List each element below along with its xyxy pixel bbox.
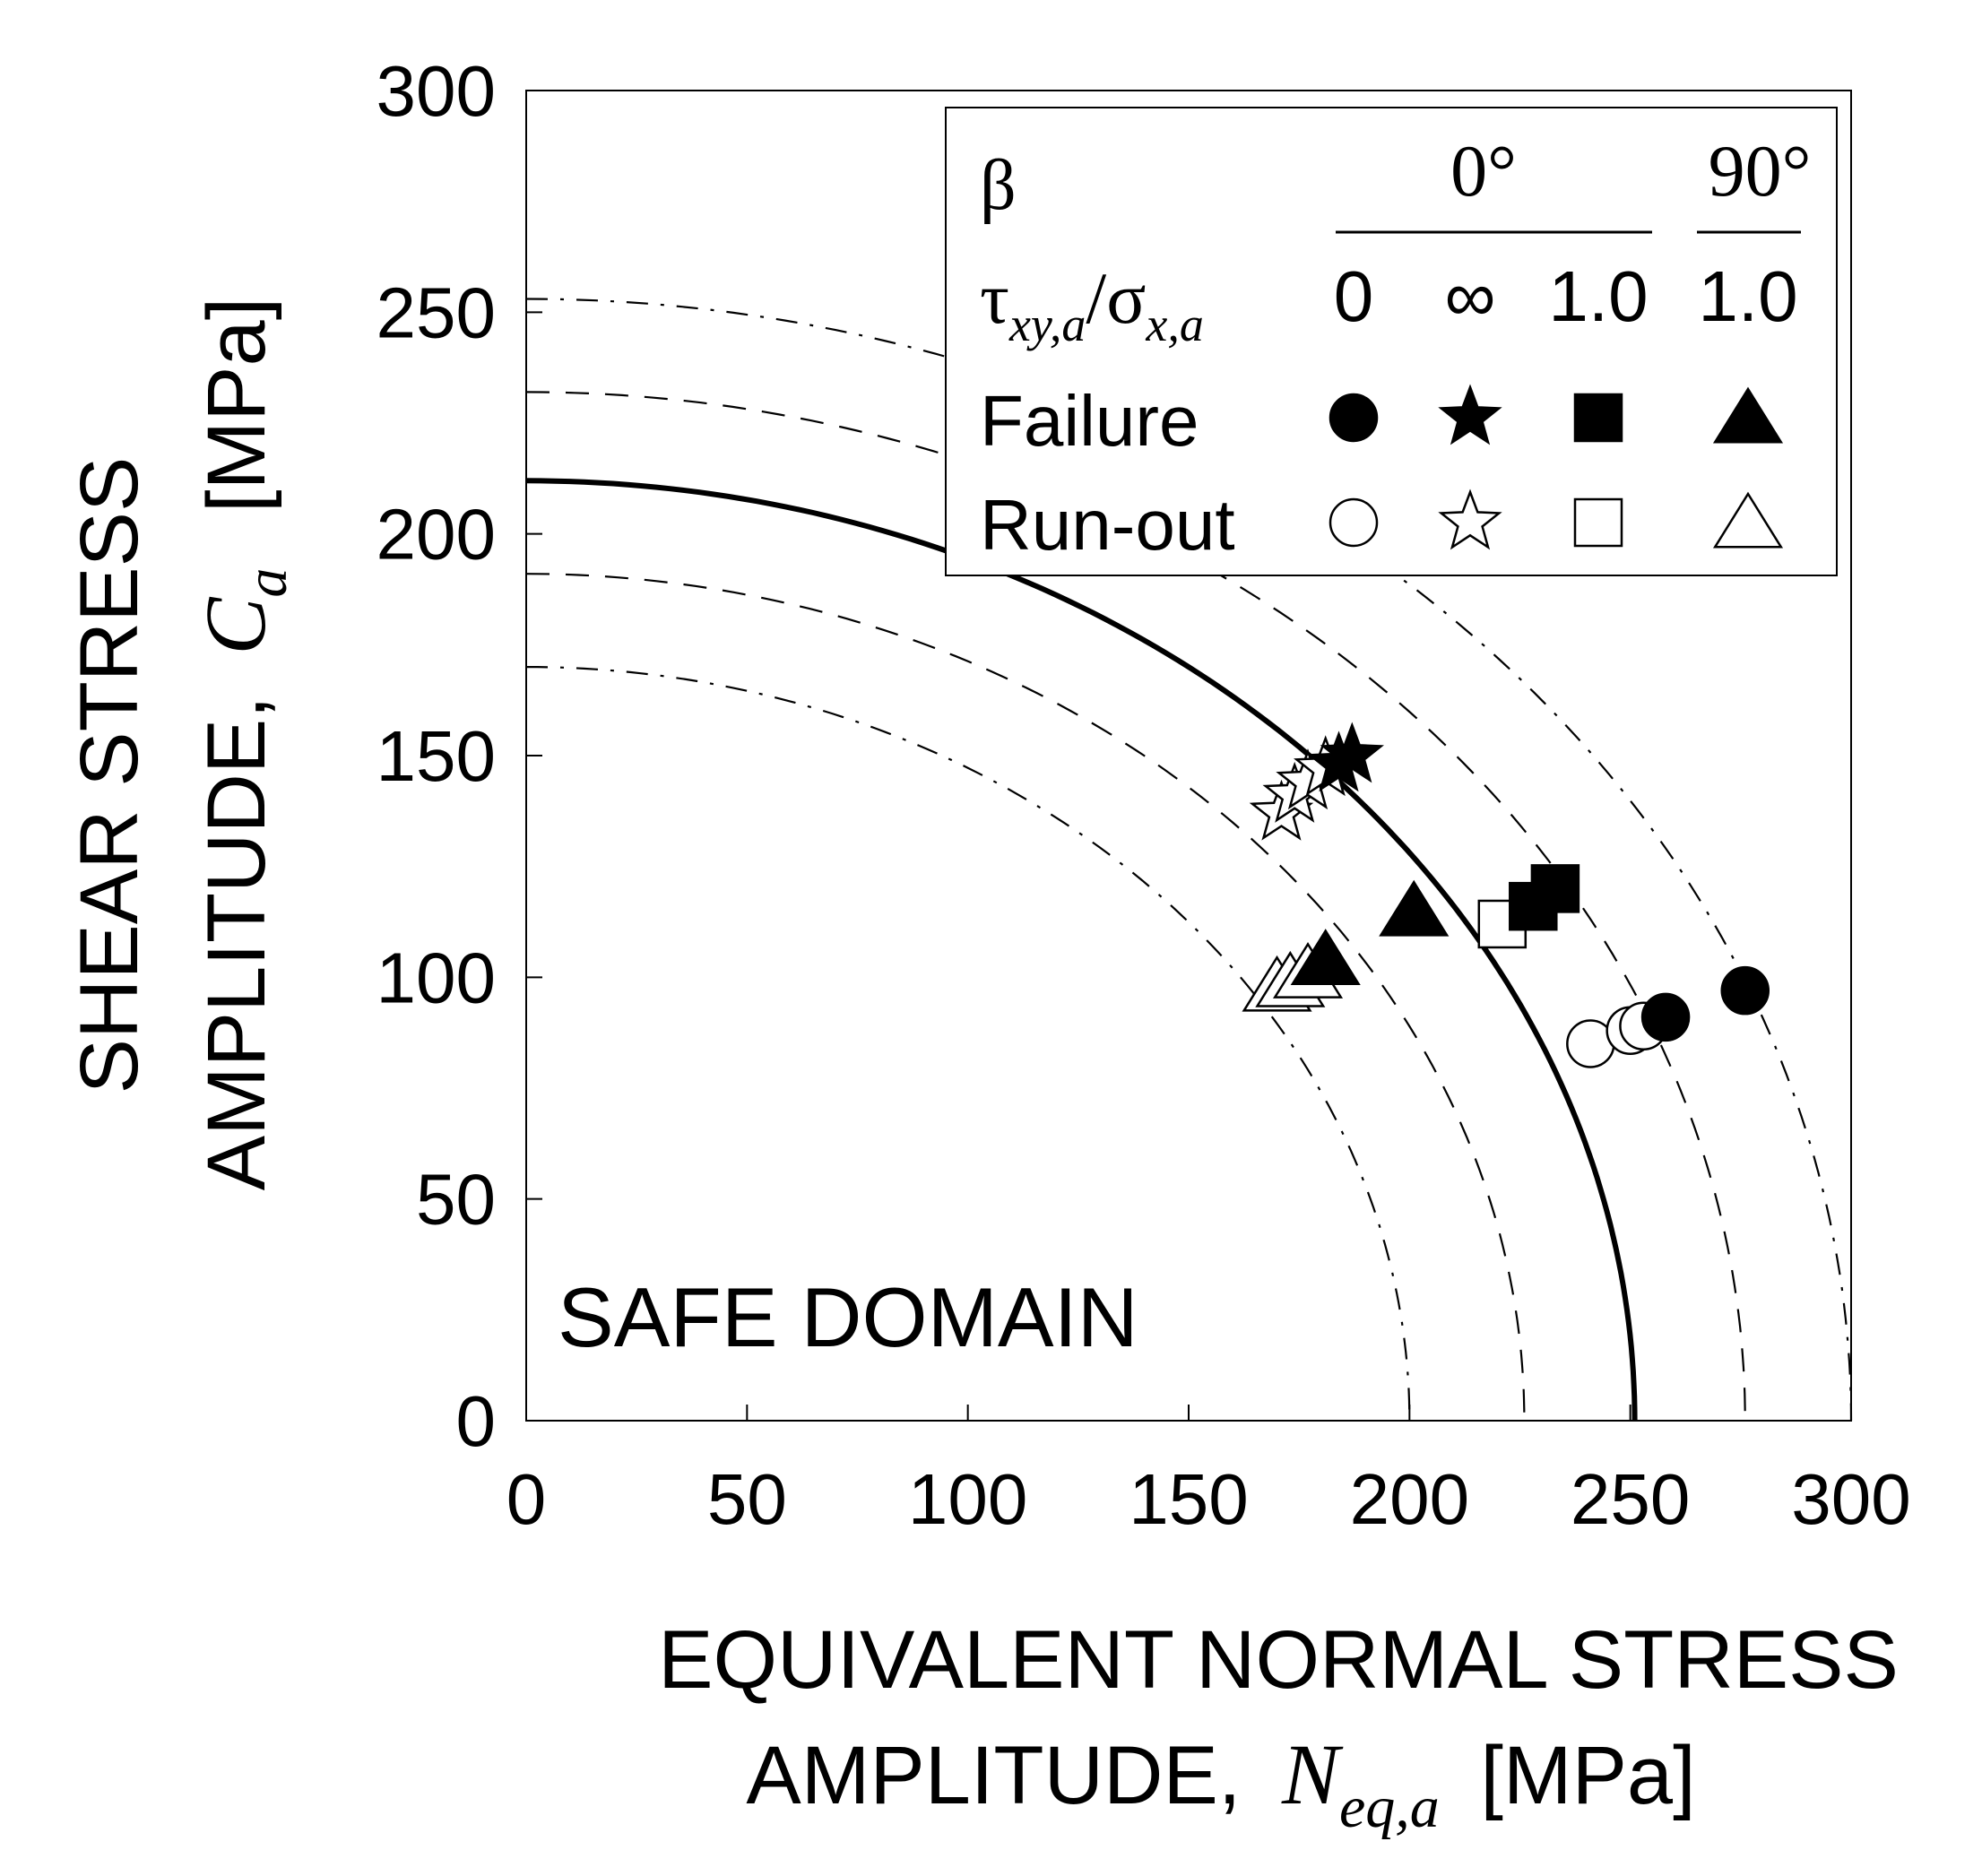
triangle-marker-open [1712, 491, 1784, 549]
x-tick-label: 250 [1571, 1459, 1690, 1539]
square-marker-open [1573, 497, 1623, 548]
star-marker-filled [1438, 384, 1502, 445]
limit-curve-dashed [525, 573, 1526, 1422]
circle-marker-filled [1329, 393, 1379, 443]
legend-markers [1329, 384, 1784, 550]
legend-ratio-values: 0 ∞ 1.0 1.0 [1334, 256, 1798, 336]
x-tick-label: 200 [1350, 1459, 1469, 1539]
x-tick-label: 300 [1791, 1459, 1910, 1539]
legend-beta-label: β [980, 146, 1017, 225]
star-marker-open [1438, 488, 1502, 550]
x-tick-label: 150 [1129, 1459, 1248, 1539]
triangle-marker-filled [1712, 386, 1784, 444]
y-axis-label-line1: SHEAR STRESS [64, 457, 155, 1094]
x-tick-label: 100 [908, 1459, 1027, 1539]
legend-ratio-value: 1.0 [1548, 256, 1648, 336]
triangle-marker-filled [1290, 929, 1361, 985]
circle-marker-filled [1720, 965, 1770, 1016]
star-marker-filled [1306, 731, 1372, 792]
y-tick-label: 250 [376, 272, 496, 352]
x-tick-label: 0 [506, 1459, 547, 1539]
y-tick-label: 50 [416, 1160, 496, 1240]
y-tick-label: 100 [376, 938, 496, 1017]
x-tick-label: 50 [707, 1459, 787, 1539]
y-axis-label-line2: AMPLITUDE, Ca [MPa] [187, 298, 304, 1191]
y-tick-label: 150 [376, 716, 496, 796]
x-axis-label-line1: EQUIVALENT NORMAL STRESS [658, 1614, 1899, 1706]
limit-curve-dashdot [526, 666, 1411, 1422]
legend-ratio-value: 0 [1334, 256, 1374, 336]
triangle-marker-filled [1379, 879, 1450, 937]
data-markers [1242, 722, 1770, 1068]
y-tick-label: 200 [376, 495, 496, 575]
square-marker-filled [1509, 881, 1558, 931]
legend-ratio-value: 1.0 [1698, 256, 1797, 336]
legend-failure-label: Failure [980, 381, 1199, 461]
limit-curve-dashed [525, 391, 1746, 1422]
safe-domain-annotation: SAFE DOMAIN [558, 1270, 1138, 1364]
legend-frame [945, 107, 1838, 576]
legend: β 0° 90° τxy,a/σx,a 0 ∞ 1.0 1.0 Failure Run… [945, 107, 1838, 576]
legend-ratio-label: τxy,a/σx,a [980, 257, 1204, 351]
circle-marker-open [1329, 497, 1379, 548]
legend-ratio-value: ∞ [1444, 256, 1495, 336]
square-marker-filled [1573, 393, 1623, 443]
legend-beta-value-90: 90° [1709, 130, 1812, 212]
circle-marker-filled [1640, 992, 1691, 1042]
x-axis-label-line2: AMPLITUDE, Neq,a [MPa] [746, 1726, 1695, 1845]
limit-curve-dashdot [525, 298, 1853, 1422]
y-tick-label: 0 [456, 1381, 497, 1461]
legend-runout-label: Run-out [980, 485, 1235, 565]
legend-beta-value-0: 0° [1450, 130, 1517, 212]
y-tick-label: 300 [376, 51, 496, 131]
